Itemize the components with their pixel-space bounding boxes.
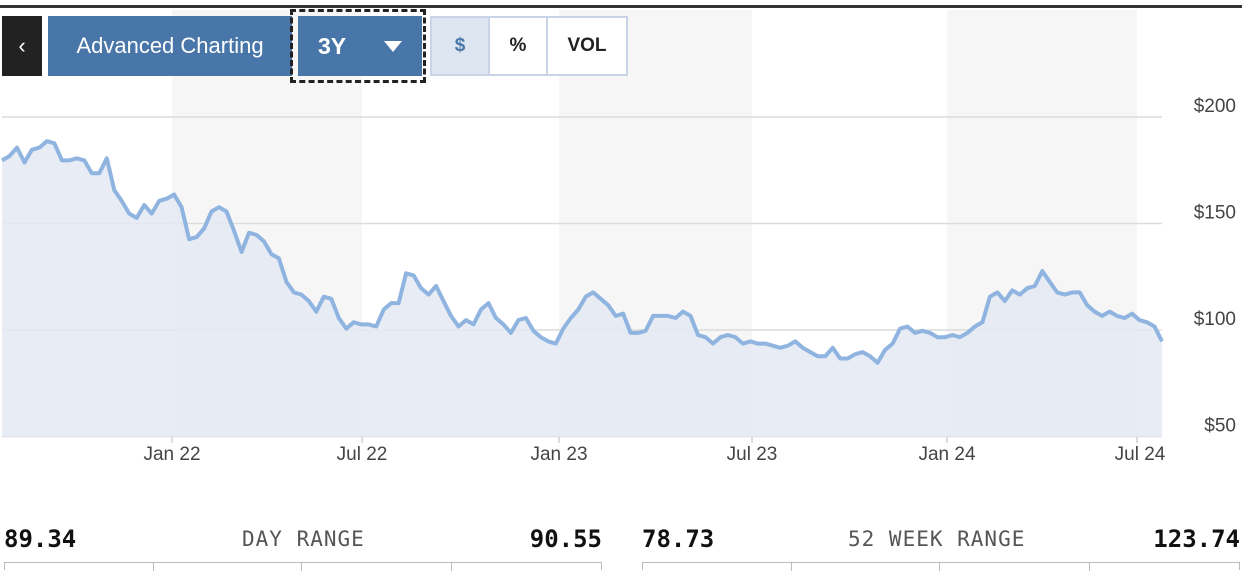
x-axis-labels: Jan 22 Jul 22 Jan 23 Jul 23 Jan 24 Jul 24 (143, 437, 1166, 465)
x-tick-label: Jul 24 (1115, 444, 1166, 465)
period-label: 3Y (318, 32, 347, 59)
x-tick-label: Jan 24 (918, 444, 975, 465)
week52-range-bar (642, 562, 1240, 571)
week52-range-low: 78.73 (642, 525, 715, 553)
y-tick-label: $100 (1194, 309, 1236, 330)
price-line (1, 139, 1164, 365)
toggle-dollar[interactable]: $ (432, 18, 490, 74)
bar-tick (451, 563, 452, 571)
day-range-bar (4, 562, 602, 571)
week52-range: 78.73 52 WEEK RANGE 123.74 (642, 524, 1240, 554)
y-tick-label: $150 (1194, 203, 1236, 224)
week52-range-high: 123.74 (1153, 525, 1240, 553)
advanced-charting-button[interactable]: Advanced Charting (48, 16, 292, 76)
x-tick-label: Jul 23 (727, 444, 778, 465)
chevron-left-icon: ‹ (18, 33, 26, 58)
day-range-high: 90.55 (529, 525, 602, 553)
top-border (0, 5, 1242, 8)
back-button[interactable]: ‹ (2, 16, 42, 76)
week52-range-label: 52 WEEK RANGE (848, 527, 1026, 551)
day-range-label: DAY RANGE (242, 527, 365, 551)
advanced-charting-label: Advanced Charting (76, 33, 264, 58)
y-tick-label: $50 (1204, 416, 1236, 437)
x-tick-label: Jan 22 (143, 444, 200, 465)
display-mode-toggle: $ % VOL (430, 16, 628, 76)
y-tick-label: $200 (1194, 96, 1236, 117)
caret-down-icon (384, 41, 402, 52)
period-dropdown[interactable]: 3Y (298, 16, 422, 76)
bar-tick (939, 563, 940, 571)
x-tick-label: Jan 23 (530, 444, 587, 465)
bar-tick (1089, 563, 1090, 571)
day-range-low: 89.34 (4, 525, 77, 553)
x-tick-label: Jul 22 (337, 444, 388, 465)
toggle-volume[interactable]: VOL (567, 35, 607, 56)
bar-tick (301, 563, 302, 571)
y-axis-labels: $200 $150 $100 $50 (1194, 96, 1236, 437)
toggle-percent[interactable]: % (490, 18, 548, 74)
period-focus-outline (290, 9, 426, 83)
price-chart: $200 $150 $100 $50 Jan 22 Jul 22 Jan 23 Jul 23… (1, 96, 1236, 465)
day-range: 89.34 DAY RANGE 90.55 (4, 524, 602, 554)
price-area (2, 141, 1162, 437)
bar-tick (791, 563, 792, 571)
bar-tick (153, 563, 154, 571)
